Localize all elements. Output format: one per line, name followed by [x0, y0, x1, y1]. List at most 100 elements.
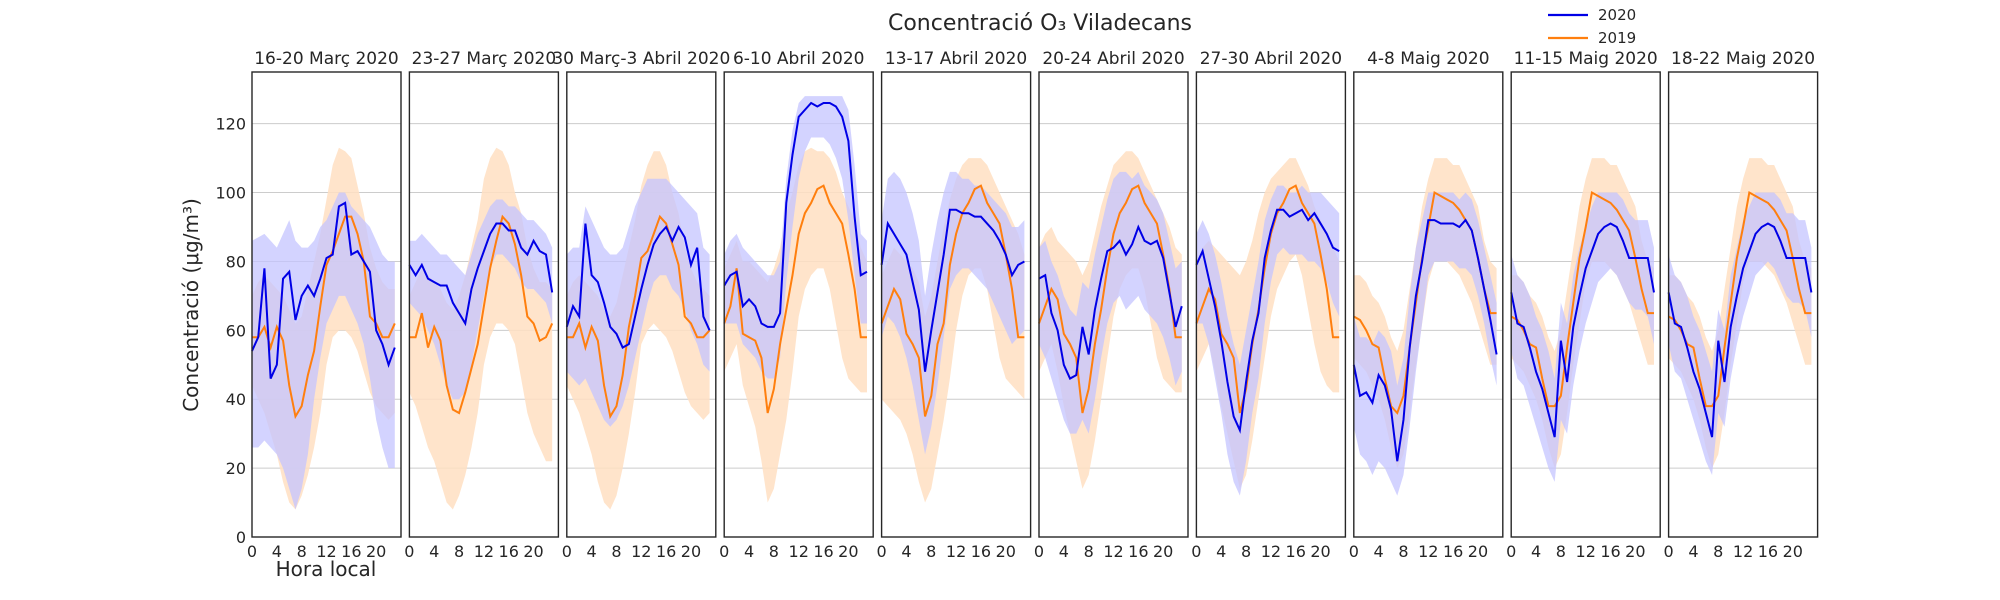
- band-2020: [881, 171, 1025, 455]
- x-tick-label: 4: [272, 542, 282, 561]
- panel-frame: [880, 71, 1032, 538]
- x-tick-label: 4: [1531, 542, 1541, 561]
- panel-title: 30 Març-3 Abril 2020: [552, 49, 730, 69]
- line-2020: [1038, 224, 1183, 380]
- x-tick-label: 20: [1783, 542, 1803, 561]
- x-tick-label: 16: [813, 542, 833, 561]
- x-tick-label: 4: [587, 542, 597, 561]
- line-2020: [408, 222, 554, 327]
- panel-frame: [723, 71, 874, 538]
- x-tick-label: 0: [877, 542, 887, 561]
- x-tick-label: 4: [1688, 542, 1698, 561]
- x-tick-label: 4: [1374, 542, 1384, 561]
- x-tick-label: 0: [404, 542, 414, 561]
- x-tick-label: 8: [1241, 542, 1251, 561]
- panel-title: 4-8 Maig 2020: [1367, 49, 1489, 69]
- panel-frame: [566, 71, 717, 538]
- x-axis-label: Hora local: [276, 557, 377, 581]
- line-2020: [251, 201, 396, 379]
- y-tick-label: 120: [215, 115, 246, 134]
- y-tick-label: 20: [226, 459, 246, 478]
- x-tick-label: 0: [1506, 542, 1516, 561]
- x-tick-label: 8: [1556, 542, 1566, 561]
- panel-frame: [251, 71, 402, 538]
- x-tick-label: 8: [611, 542, 621, 561]
- y-tick-label: 100: [215, 184, 246, 203]
- x-tick-label: 8: [769, 542, 779, 561]
- x-tick-label: 12: [1576, 542, 1596, 561]
- line-2020: [880, 208, 1025, 372]
- x-tick-label: 4: [429, 542, 439, 561]
- x-tick-label: 20: [1468, 542, 1488, 561]
- line-2019: [252, 215, 396, 420]
- x-tick-label: 12: [1733, 542, 1753, 561]
- x-tick-label: 8: [1398, 542, 1408, 561]
- x-tick-label: 0: [562, 542, 572, 561]
- band-2019: [724, 147, 867, 503]
- x-tick-label: 16: [656, 542, 676, 561]
- y-tick-label: 0: [236, 528, 246, 547]
- panel-title: 13-17 Abril 2020: [885, 49, 1027, 69]
- panel-frame: [1195, 71, 1347, 538]
- x-tick-label: 0: [1664, 542, 1674, 561]
- panel-title: 27-30 Abril 2020: [1200, 49, 1342, 69]
- legend-label-2020: 2020: [1598, 6, 1636, 24]
- panel-frame: [1667, 71, 1819, 538]
- legend-label-2019: 2019: [1598, 29, 1636, 47]
- panel-5: 13-17 Abril 2020 0 4 8 12 16 20: [877, 49, 1032, 561]
- x-tick-label: 0: [1349, 542, 1359, 561]
- panel-6: 20-24 Abril 2020 0 4 8 12 16 20: [1034, 49, 1189, 561]
- line-2020: [1352, 218, 1498, 462]
- panel-title: 18-22 Maig 2020: [1671, 49, 1815, 69]
- x-tick-label: 8: [454, 542, 464, 561]
- panel-frame: [408, 71, 560, 538]
- x-tick-label: 8: [1084, 542, 1094, 561]
- x-tick-label: 16: [1758, 542, 1778, 561]
- x-tick-label: 20: [1153, 542, 1173, 561]
- line-2019: [566, 214, 711, 420]
- line-2020: [565, 223, 711, 349]
- x-tick-label: 16: [971, 542, 991, 561]
- x-tick-label: 4: [744, 542, 754, 561]
- chart-title-text: Concentració O₃ Viladecans: [888, 11, 1192, 36]
- x-tick-label: 12: [474, 542, 494, 561]
- panel-9: 11-15 Maig 2020 0 4 8 12 16 20: [1506, 49, 1661, 561]
- band-2020: [1668, 192, 1812, 475]
- x-tick-label: 20: [366, 542, 386, 561]
- x-tick-label: 20: [1625, 542, 1645, 561]
- x-tick-label: 4: [1059, 542, 1069, 561]
- x-tick-label: 12: [789, 542, 809, 561]
- band-2020: [1039, 171, 1182, 434]
- panel-7: 27-30 Abril 2020 0 4 8 12 16 20: [1191, 49, 1347, 561]
- x-tick-label: 8: [297, 542, 307, 561]
- panel-10: 18-22 Maig 2020 0 4 8 12 16 20: [1664, 49, 1819, 561]
- line-2019: [1038, 184, 1182, 414]
- x-tick-label: 0: [1191, 542, 1201, 561]
- x-tick-label: 20: [1310, 542, 1330, 561]
- x-tick-label: 12: [946, 542, 966, 561]
- x-tick-label: 12: [316, 542, 336, 561]
- panel-4: 6-10 Abril 2020 0 4 8 12 16 20: [719, 49, 874, 561]
- x-tick-label: 4: [1216, 542, 1226, 561]
- y-axis-label: Concentració (μg/m³): [179, 198, 203, 412]
- panel-title: 20-24 Abril 2020: [1042, 49, 1184, 69]
- x-tick-label: 16: [341, 542, 361, 561]
- legend: 2020 2019: [1548, 6, 1636, 47]
- x-tick-label: 16: [1286, 542, 1306, 561]
- x-tick-label: 0: [247, 542, 257, 561]
- panel-frame: [1510, 71, 1661, 538]
- panel-frame: [1038, 71, 1189, 538]
- line-2019: [723, 184, 867, 414]
- x-tick-label: 16: [499, 542, 519, 561]
- x-tick-label: 0: [719, 542, 729, 561]
- panel-8: 4-8 Maig 2020 0 4 8 12 16 20: [1349, 49, 1504, 561]
- line-2019: [880, 184, 1025, 417]
- line-2019: [409, 214, 554, 415]
- x-tick-label: 20: [523, 542, 543, 561]
- x-tick-label: 8: [926, 542, 936, 561]
- x-tick-label: 20: [996, 542, 1016, 561]
